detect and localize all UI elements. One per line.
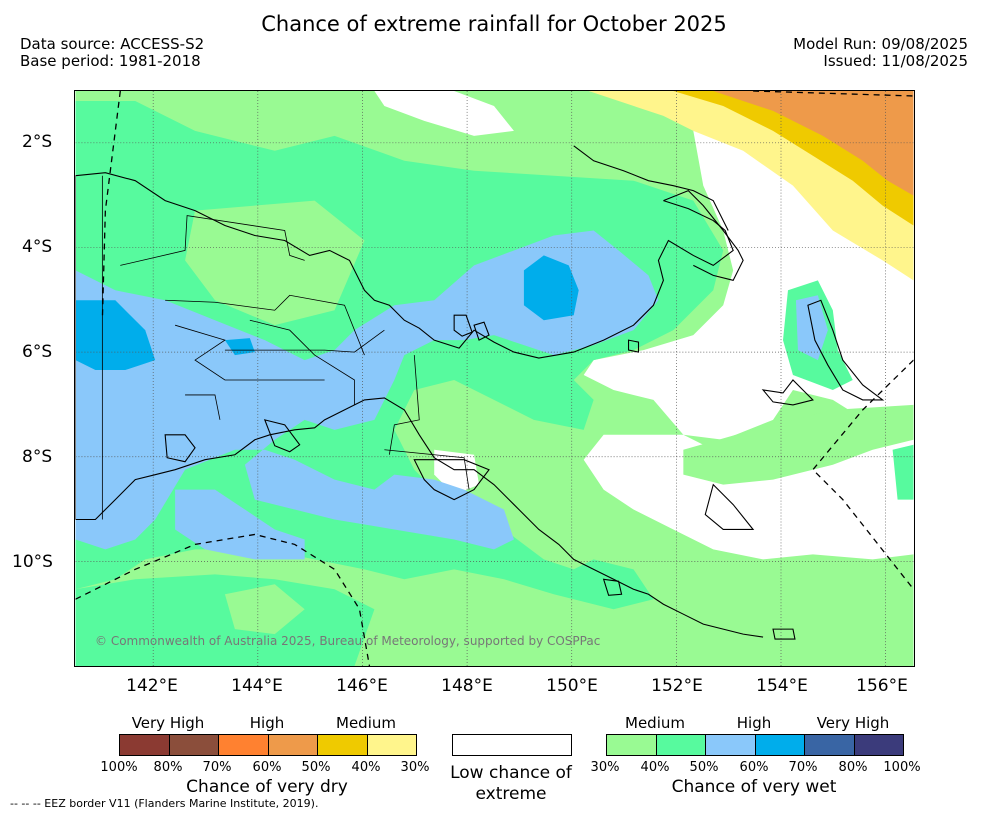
wet-medium-se	[683, 404, 914, 485]
dry-tick: 50%	[301, 760, 331, 775]
wet-tick: 30%	[590, 760, 620, 775]
dry-high-region	[713, 91, 914, 196]
lat-label: 8°S	[22, 447, 53, 467]
wet-colorbar-swatch	[754, 734, 805, 756]
wet-colorbar-swatch	[606, 734, 657, 756]
eez-borders	[75, 91, 914, 666]
dry-tick: 40%	[351, 760, 381, 775]
dry-colorbar-swatch	[218, 734, 269, 756]
dry-tick: 100%	[100, 760, 138, 775]
base-period-text: Base period: 1981-2018	[20, 52, 201, 70]
dry-tick: 70%	[202, 760, 232, 775]
dry-heading-medium: Medium	[336, 714, 396, 732]
wet-tick: 50%	[689, 760, 719, 775]
province-borders	[101, 175, 470, 520]
wet-medium-island	[185, 200, 365, 326]
rainfall-map	[74, 90, 915, 667]
wet-heading-medium: Medium	[625, 714, 685, 732]
wet-tick: 40%	[640, 760, 670, 775]
wet-heading-high: High	[736, 714, 772, 732]
wet-tick: 80%	[838, 760, 868, 775]
wet-high-very-1	[75, 300, 156, 371]
wet-tick: 70%	[788, 760, 818, 775]
dry-tick: 60%	[252, 760, 282, 775]
wet-medium-high-far-east	[892, 444, 914, 500]
lon-label: 148°E	[441, 676, 493, 696]
eez-note: -- -- -- EEZ border V11 (Flanders Marine…	[10, 797, 319, 810]
lon-label: 150°E	[546, 676, 598, 696]
low-chance-caption: Low chance of extreme	[450, 763, 572, 804]
header-left: Data source: ACCESS-S2 Base period: 1981…	[20, 36, 204, 70]
dry-colorbar-swatch	[317, 734, 368, 756]
wet-medium-south-patch	[224, 584, 305, 635]
lon-label: 152°E	[651, 676, 703, 696]
lat-label: 4°S	[22, 237, 53, 257]
wet-colorbar-swatch	[705, 734, 756, 756]
issued-text: Issued: 11/08/2025	[823, 52, 968, 70]
wet-heading-very-high: Very High	[816, 714, 890, 732]
lat-label: 2°S	[22, 132, 53, 152]
data-source-text: Data source: ACCESS-S2	[20, 35, 205, 53]
lon-label: 146°E	[336, 676, 388, 696]
dry-colorbar-swatch	[168, 734, 219, 756]
low-chance-top	[374, 91, 514, 136]
dry-colorbar-swatch	[119, 734, 170, 756]
coastlines	[75, 145, 885, 640]
lat-label: 10°S	[12, 552, 53, 572]
lon-label: 144°E	[231, 676, 283, 696]
wet-high-main	[75, 230, 659, 550]
dry-caption: Chance of very dry	[186, 777, 348, 797]
header-right: Model Run: 09/08/2025 Issued: 11/08/2025	[793, 36, 968, 70]
lon-label: 156°E	[856, 676, 908, 696]
wet-high-very-3	[224, 338, 255, 356]
lon-label: 142°E	[126, 676, 178, 696]
lon-label: 154°E	[756, 676, 808, 696]
low-chance-swatch	[452, 734, 572, 756]
dry-colorbar-swatch	[366, 734, 417, 756]
dry-heading-very-high: Very High	[131, 714, 205, 732]
wet-colorbar-swatch	[655, 734, 706, 756]
dry-colorbar-swatch	[267, 734, 318, 756]
lat-label: 6°S	[22, 342, 53, 362]
dry-tick: 80%	[153, 760, 183, 775]
graticule	[75, 91, 914, 666]
wet-caption: Chance of very wet	[671, 777, 837, 797]
wet-high-very-2	[523, 255, 579, 321]
chart-title: Chance of extreme rainfall for October 2…	[261, 12, 727, 36]
copyright-notice: © Commonwealth of Australia 2025, Bureau…	[95, 634, 601, 648]
dry-heading-high: High	[249, 714, 285, 732]
wet-tick: 100%	[883, 760, 921, 775]
model-run-text: Model Run: 09/08/2025	[793, 35, 968, 53]
dry-tick: 30%	[400, 760, 430, 775]
wet-colorbar-swatch	[804, 734, 855, 756]
wet-tick: 60%	[739, 760, 769, 775]
wet-colorbar-swatch	[853, 734, 904, 756]
wet-medium-high-south	[75, 574, 375, 666]
